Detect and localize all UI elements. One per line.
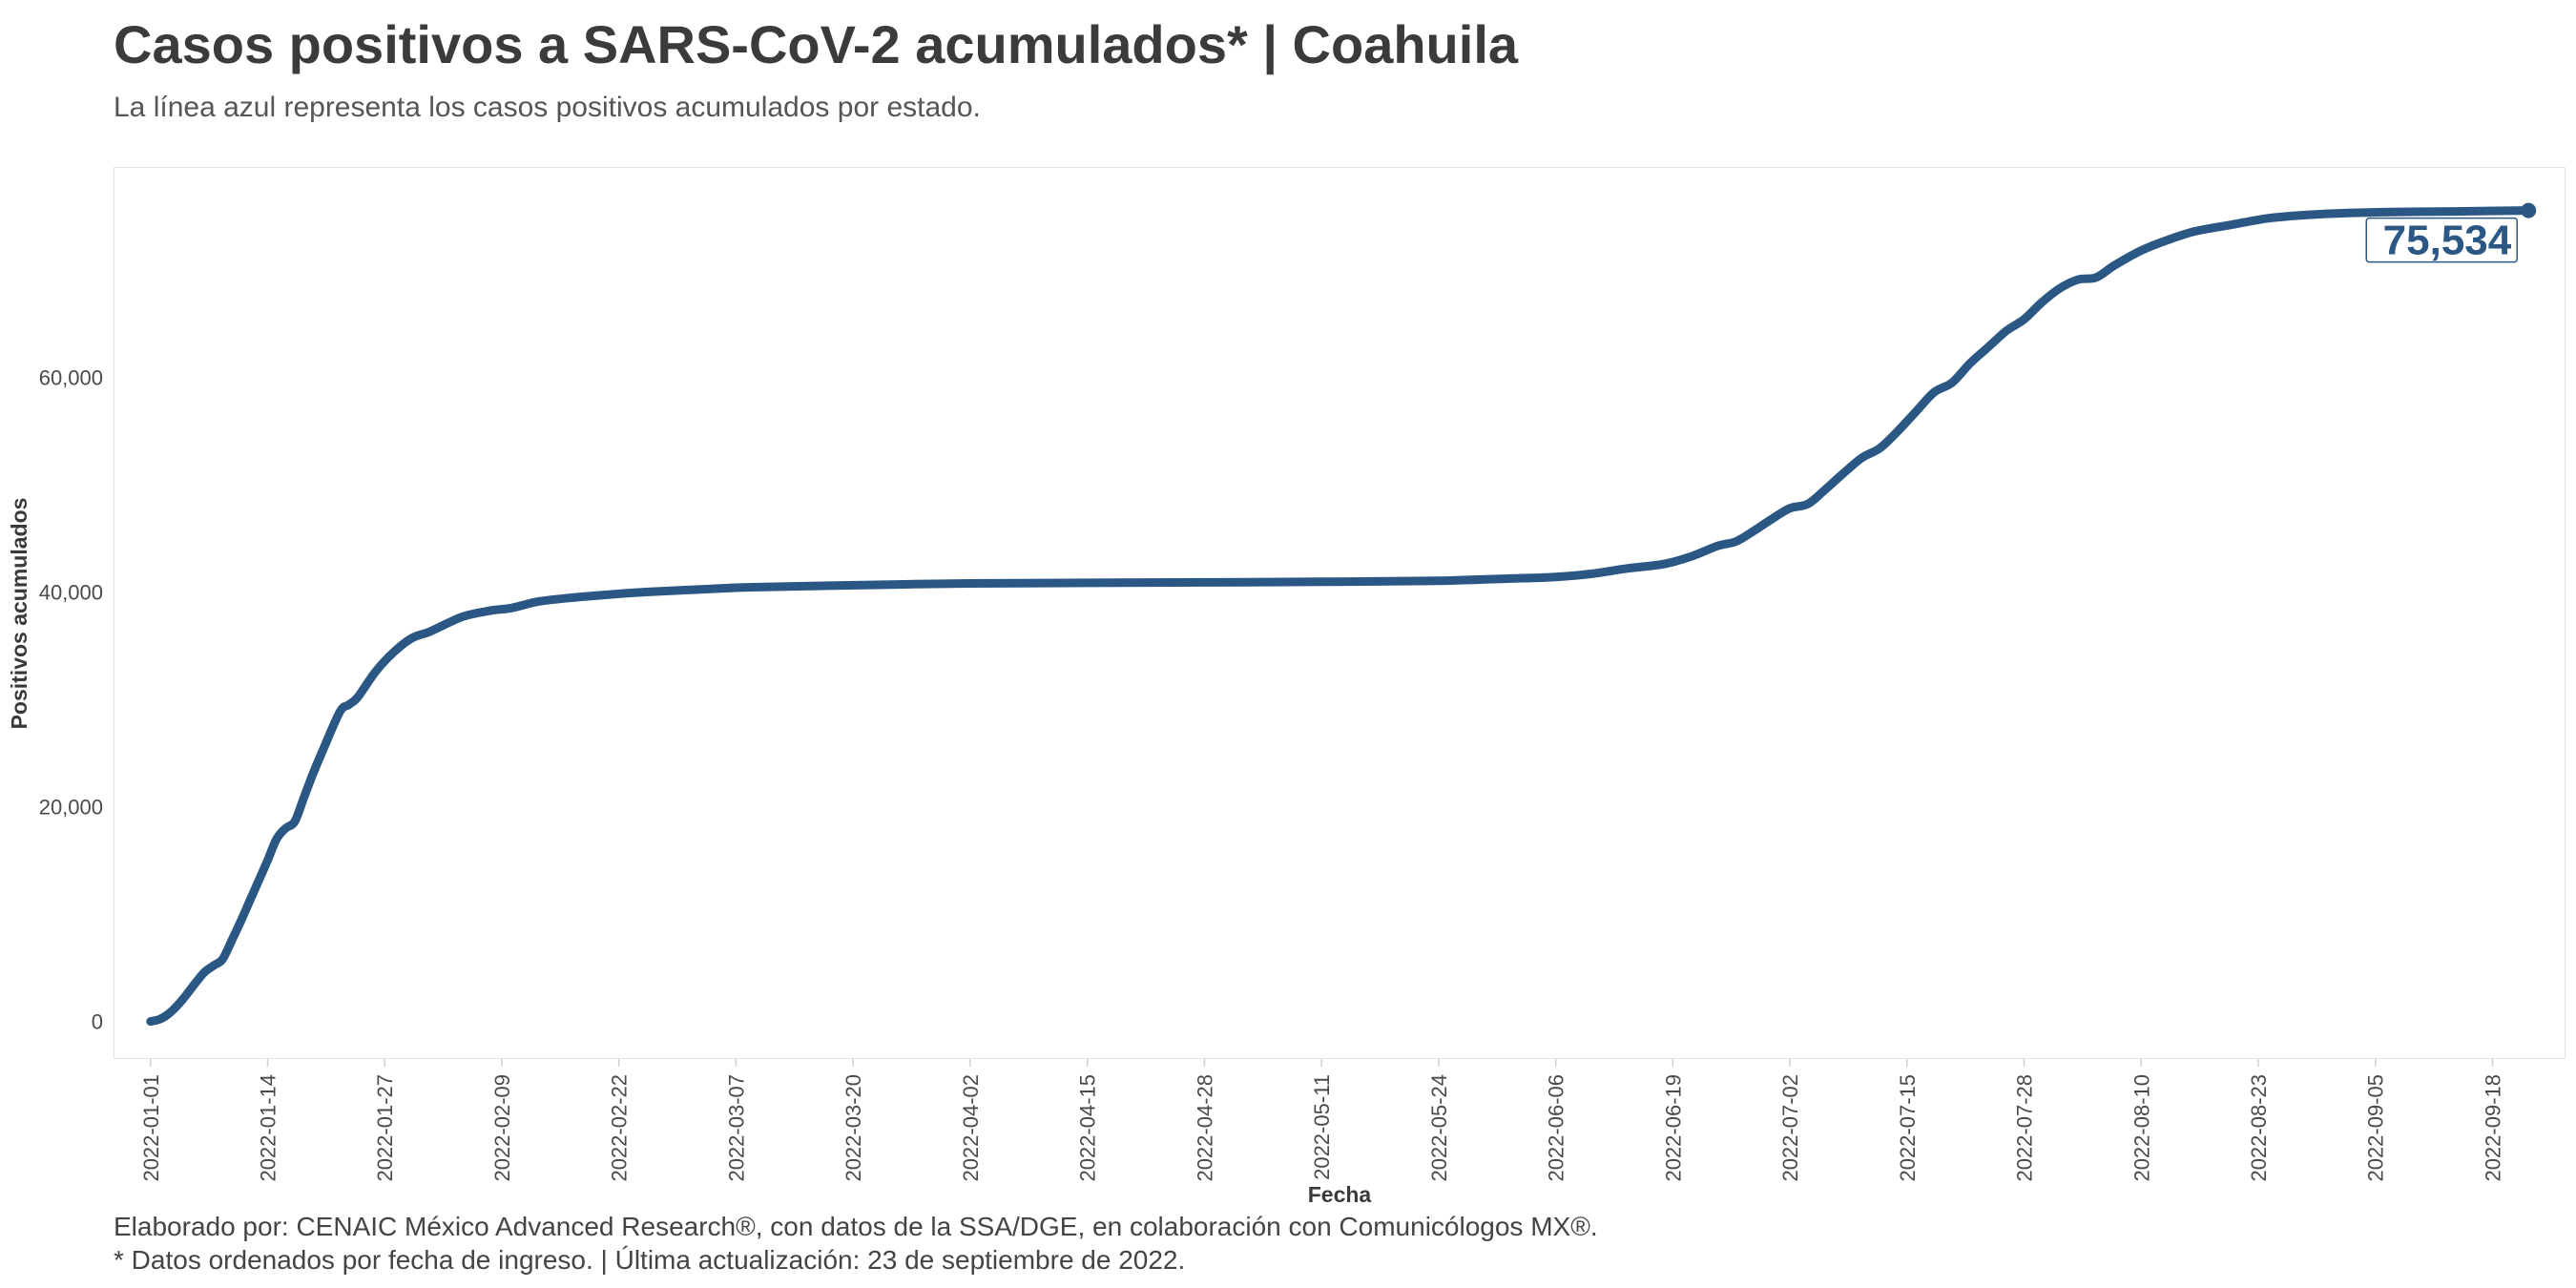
x-tick-label: 2022-04-15	[1076, 1074, 1100, 1182]
y-tick-label: 20,000	[39, 796, 103, 820]
x-tick-label: 2022-03-07	[724, 1074, 748, 1182]
end-label-box	[2365, 217, 2518, 263]
x-tick-label: 2022-08-10	[2129, 1074, 2153, 1182]
y-tick-label: 0	[92, 1010, 103, 1034]
caption-note: * Datos ordenados por fecha de ingreso. …	[114, 1245, 1186, 1275]
x-tick-label: 2022-02-22	[608, 1074, 632, 1182]
x-tick-label: 2022-04-28	[1193, 1074, 1216, 1182]
y-tick-label: 60,000	[39, 365, 103, 389]
x-tick-label: 2022-01-01	[139, 1074, 163, 1182]
x-tick-label: 2022-01-14	[257, 1074, 280, 1182]
x-tick-label: 2022-01-27	[373, 1074, 397, 1182]
caption-source: Elaborado por: CENAIC México Advanced Re…	[114, 1212, 1598, 1241]
x-tick-label: 2022-02-09	[490, 1074, 514, 1182]
x-tick-label: 2022-06-06	[1545, 1074, 1568, 1182]
x-tick-label: 2022-06-19	[1661, 1074, 1685, 1182]
series-line	[146, 206, 2533, 1027]
x-tick-label: 2022-05-11	[1310, 1074, 1334, 1180]
end-point-marker	[2521, 202, 2537, 218]
x-tick-label: 2022-09-18	[2481, 1074, 2504, 1182]
x-tick-label: 2022-07-28	[2013, 1074, 2037, 1182]
x-axis: 2022-01-01 2022-01-14 2022-01-27 2022-02-09…	[139, 1059, 2504, 1182]
y-axis: 0 20,000 40,000 60,000	[39, 365, 103, 1033]
x-tick-label: 2022-07-02	[1778, 1074, 1802, 1182]
x-tick-label: 2022-04-02	[959, 1074, 983, 1182]
y-axis-title: Positivos acumulados	[7, 498, 31, 730]
x-tick-label: 2022-09-05	[2364, 1074, 2388, 1182]
x-tick-label: 2022-08-23	[2247, 1074, 2271, 1182]
end-value-label: 75,534	[2383, 218, 2512, 264]
y-tick-label: 40,000	[39, 580, 103, 604]
x-tick-label: 2022-07-15	[1896, 1074, 1920, 1182]
x-tick-label: 2022-03-20	[841, 1074, 865, 1182]
x-tick-label: 2022-05-24	[1427, 1074, 1451, 1182]
plot-area	[114, 167, 2566, 1059]
x-axis-title: Fecha	[1308, 1182, 1372, 1207]
chart-subtitle: La línea azul representa los casos posit…	[114, 92, 981, 123]
chart-title: Casos positivos a SARS-CoV-2 acumulados*…	[114, 14, 1519, 74]
